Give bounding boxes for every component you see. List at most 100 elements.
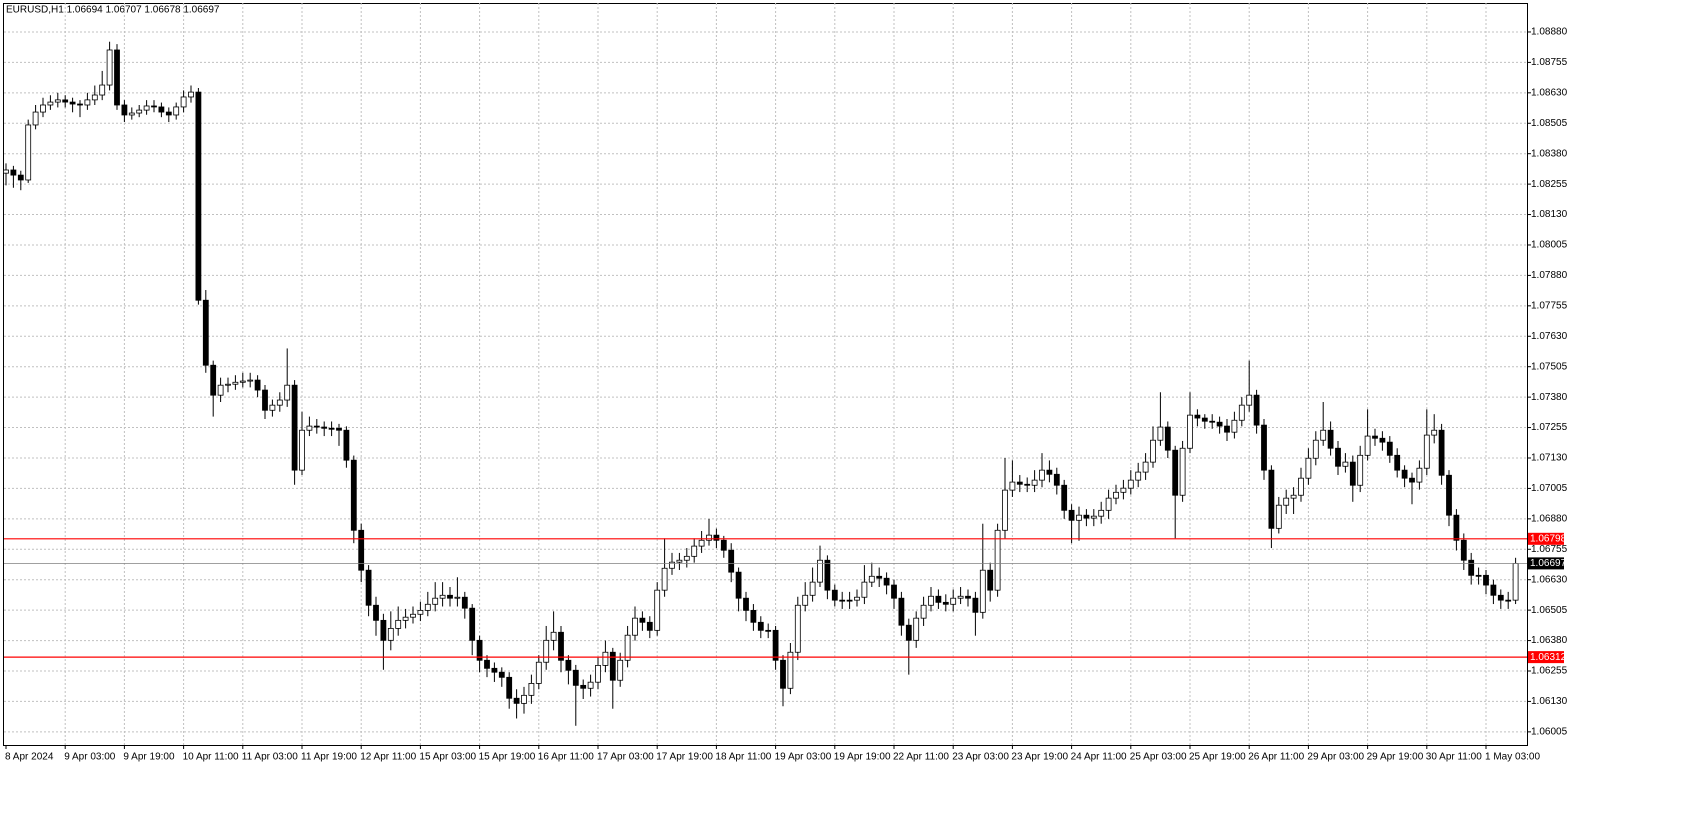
candle-body [787,651,794,689]
candle-body [328,427,335,430]
candle-body [935,595,942,603]
candle-body [1053,473,1060,486]
candle-body [1423,434,1430,469]
last-price-label: 1.06697 [1530,558,1567,569]
candle-body [180,96,187,108]
candle-body [136,109,143,114]
candle-body [365,569,372,606]
y-tick-label: 1.06755 [1531,544,1568,555]
candle-body [1446,474,1452,516]
candle-body [476,639,483,661]
chart-title: EURUSD,H1 1.06694 1.06707 1.06678 1.0669… [6,5,220,16]
candle-body [151,105,157,108]
candle-body [306,425,313,431]
candle-body [957,595,964,599]
candle-body [595,664,601,683]
x-tick-label: 26 Apr 11:00 [1248,752,1304,763]
last-price-box [1528,557,1564,570]
candle-body [720,539,727,551]
candle-body [1231,419,1238,433]
candle-body [143,105,150,111]
x-tick-label: 11 Apr 19:00 [301,752,357,763]
candle-body [1142,461,1149,473]
candle-body [373,604,379,621]
level-label: 1.06798 [1530,533,1567,544]
candle-body [624,634,631,661]
x-tick-label: 9 Apr 19:00 [123,752,175,763]
candle-body [225,383,231,386]
candle-body [905,624,912,641]
candle-body [299,429,305,471]
candle-body [25,124,32,181]
candle-body [1105,497,1112,511]
x-tick-label: 1 May 03:00 [1485,752,1540,763]
candle-body [1386,441,1393,456]
candle-body [247,379,254,382]
candle-body [543,639,550,663]
candle-body [498,671,505,678]
x-tick-label: 15 Apr 19:00 [479,752,536,763]
candle-body [1409,477,1415,483]
candle-body [10,169,17,176]
candle-body [454,596,461,599]
y-tick-label: 1.07130 [1531,453,1568,464]
candle-body [417,609,424,615]
candle-body [313,425,320,428]
candle-body [202,299,209,366]
candle-body [410,613,416,618]
y-tick-label: 1.06505 [1531,605,1568,616]
candle-body [632,617,638,636]
candle-body [572,669,579,686]
candle-body [1024,483,1031,486]
y-tick-label: 1.08005 [1531,240,1568,251]
candle-body [484,659,490,669]
x-tick-label: 12 Apr 11:00 [360,752,416,763]
x-tick-label: 25 Apr 19:00 [1189,752,1246,763]
candle-body [269,404,276,411]
candle-body [898,597,905,626]
candle-body [913,617,920,641]
candle-body [1098,509,1105,517]
candle-body [439,594,446,599]
candle-body [513,697,520,704]
y-tick-label: 1.06880 [1531,513,1568,524]
candle-body [1009,481,1016,491]
candle-body [654,589,661,631]
candle-body [1475,574,1482,577]
candle-body [1453,514,1460,541]
y-tick-label: 1.08755 [1531,57,1568,68]
candle-body [1298,477,1304,496]
y-tick-label: 1.07880 [1531,270,1568,281]
candle-body [928,595,934,606]
candle-body [217,384,224,396]
candle-body [336,427,342,431]
candle-body [47,101,54,106]
candle-body [1349,461,1356,486]
candle-body [1127,479,1134,489]
candle-body [1120,487,1127,493]
candle-body [232,381,239,385]
y-tick-label: 1.08630 [1531,87,1568,98]
candle-body [291,384,298,471]
candle-body [972,597,979,613]
candle-body [1031,479,1038,486]
x-tick-label: 18 Apr 11:00 [715,752,771,763]
candle-body [565,659,572,671]
y-tick-label: 1.07255 [1531,422,1568,433]
candle-body [1342,461,1349,467]
x-tick-label: 30 Apr 11:00 [1426,752,1482,763]
candle-body [691,545,698,557]
candle-body [128,112,135,116]
candle-body [1061,484,1068,511]
candle-body [1164,426,1171,451]
candle-body [387,627,394,641]
candle-body [809,581,816,596]
x-tick-label: 10 Apr 11:00 [183,752,239,763]
candle-body [1083,514,1090,519]
candle-body [609,651,616,681]
candle-body [1187,414,1193,449]
candle-body [735,571,742,599]
candle-body [1483,574,1489,586]
y-tick-label: 1.08880 [1531,27,1568,38]
